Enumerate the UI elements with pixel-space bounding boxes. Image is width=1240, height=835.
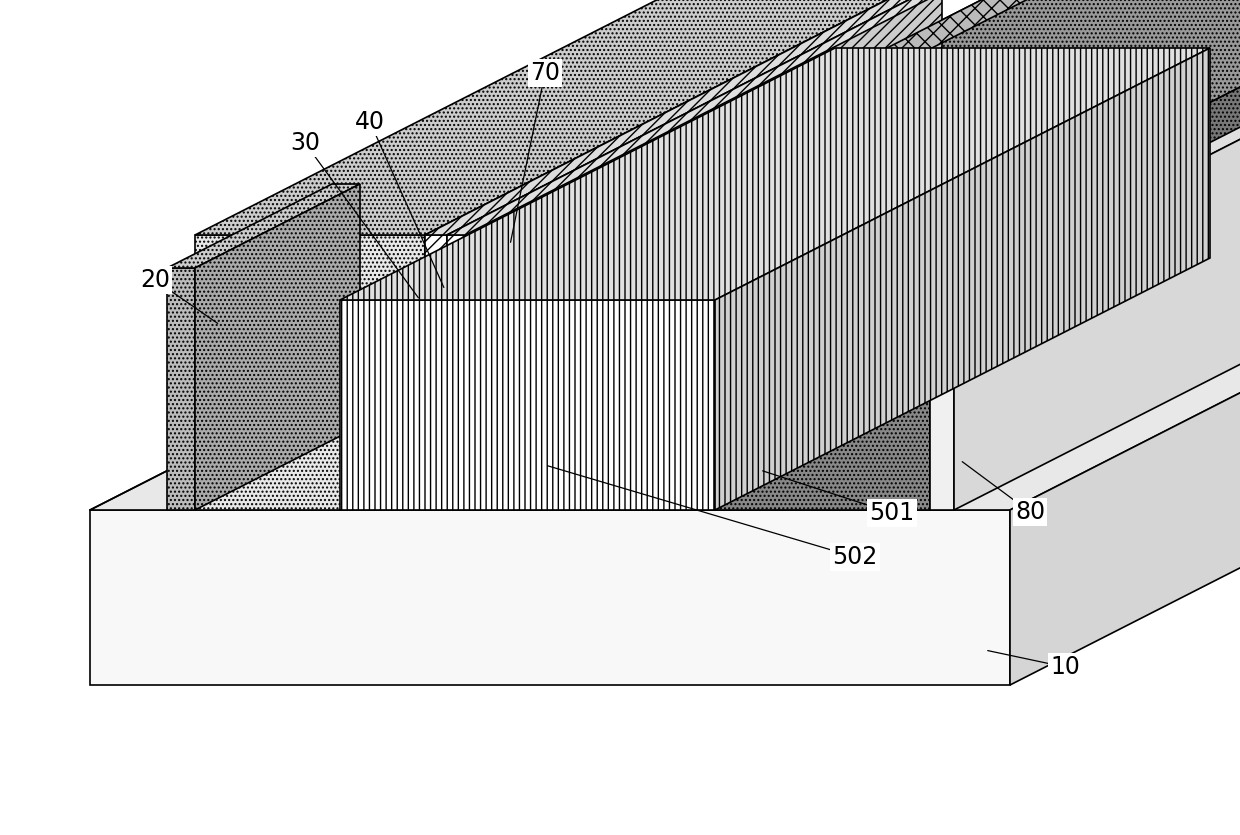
Polygon shape	[91, 258, 1240, 510]
Polygon shape	[500, 0, 1040, 245]
Polygon shape	[1011, 258, 1240, 685]
Text: 40: 40	[355, 110, 384, 134]
Polygon shape	[930, 285, 954, 510]
Polygon shape	[195, 235, 425, 510]
Polygon shape	[167, 268, 195, 510]
Polygon shape	[195, 184, 360, 510]
Polygon shape	[340, 48, 1210, 300]
Text: 502: 502	[832, 545, 878, 569]
Polygon shape	[446, 0, 942, 510]
Polygon shape	[715, 48, 1210, 510]
Polygon shape	[930, 0, 1240, 510]
Polygon shape	[954, 33, 1240, 510]
Polygon shape	[425, 235, 446, 510]
Text: 501: 501	[869, 501, 915, 525]
Text: 80: 80	[1014, 500, 1045, 524]
Polygon shape	[91, 510, 1011, 685]
Polygon shape	[425, 0, 942, 235]
Text: 30: 30	[290, 131, 320, 155]
Polygon shape	[340, 300, 715, 510]
Polygon shape	[500, 245, 546, 510]
Text: 70: 70	[529, 61, 560, 85]
Polygon shape	[500, 245, 930, 510]
Polygon shape	[930, 33, 1240, 285]
Text: 20: 20	[140, 268, 170, 292]
Text: 10: 10	[1050, 655, 1080, 679]
Polygon shape	[167, 184, 360, 268]
Polygon shape	[425, 0, 920, 510]
Polygon shape	[446, 0, 960, 235]
Polygon shape	[446, 235, 465, 510]
Polygon shape	[195, 0, 920, 235]
Polygon shape	[500, 0, 1240, 245]
